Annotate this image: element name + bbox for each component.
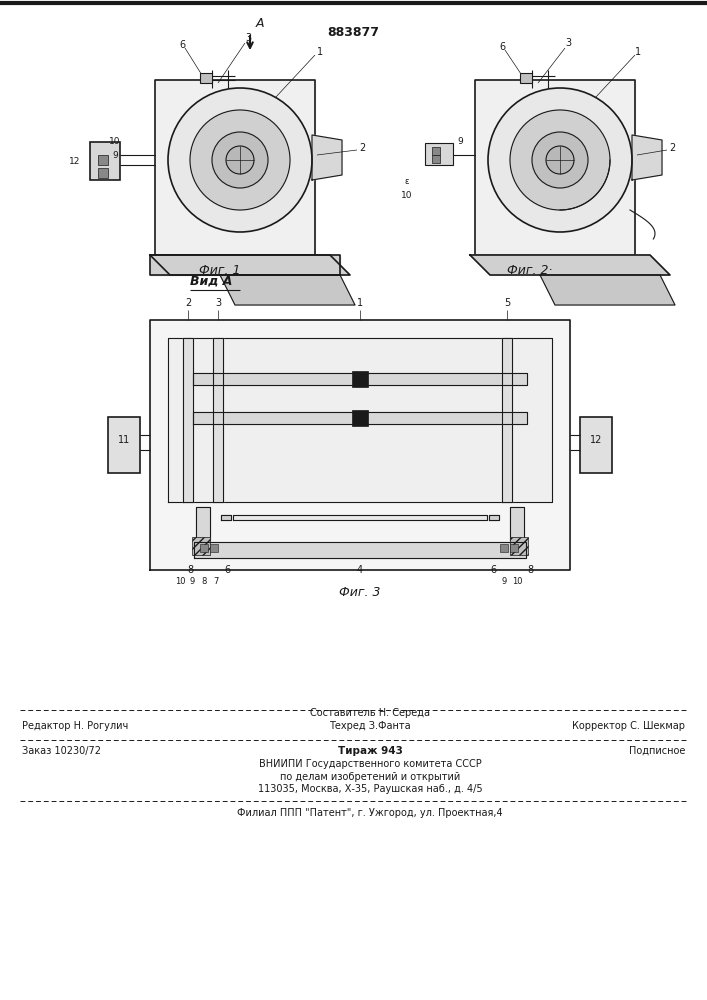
Polygon shape xyxy=(193,412,527,424)
Text: 11: 11 xyxy=(118,435,130,445)
Polygon shape xyxy=(475,80,635,255)
Text: ε: ε xyxy=(404,178,409,186)
Bar xyxy=(210,544,218,552)
Text: 883877: 883877 xyxy=(327,26,379,39)
Text: 1: 1 xyxy=(317,47,323,57)
Text: Заказ 10230/72: Заказ 10230/72 xyxy=(22,746,101,756)
Text: 9: 9 xyxy=(112,150,118,159)
Text: ВНИИПИ Государственного комитета СССР: ВНИИПИ Государственного комитета СССР xyxy=(259,759,481,769)
Polygon shape xyxy=(150,255,340,275)
Circle shape xyxy=(532,132,588,188)
Circle shape xyxy=(168,88,312,232)
Text: Корректор С. Шекмар: Корректор С. Шекмар xyxy=(572,721,685,731)
Text: 6: 6 xyxy=(224,565,230,575)
Polygon shape xyxy=(632,135,662,180)
Text: Филиал ППП "Патент", г. Ужгород, ул. Проектная,4: Филиал ППП "Патент", г. Ужгород, ул. Про… xyxy=(237,808,503,818)
Text: Тираж 943: Тираж 943 xyxy=(337,746,402,756)
Text: 10: 10 xyxy=(402,190,413,200)
Circle shape xyxy=(226,146,254,174)
Polygon shape xyxy=(502,338,512,502)
Polygon shape xyxy=(193,373,527,385)
Bar xyxy=(510,537,528,555)
Text: 1: 1 xyxy=(357,298,363,308)
Polygon shape xyxy=(194,542,526,558)
Polygon shape xyxy=(150,255,350,275)
Text: 3: 3 xyxy=(245,33,251,43)
Text: 113035, Москва, Х-35, Раушская наб., д. 4/5: 113035, Москва, Х-35, Раушская наб., д. … xyxy=(257,784,482,794)
Text: 7: 7 xyxy=(214,578,218,586)
Polygon shape xyxy=(168,338,552,502)
Text: 3: 3 xyxy=(215,298,221,308)
Text: Редактор Н. Рогулич: Редактор Н. Рогулич xyxy=(22,721,128,731)
Text: 12: 12 xyxy=(69,157,81,166)
Polygon shape xyxy=(221,515,231,520)
Polygon shape xyxy=(510,507,524,540)
Circle shape xyxy=(190,110,290,210)
Bar xyxy=(432,155,440,163)
Bar xyxy=(432,147,440,155)
Text: 6: 6 xyxy=(490,565,496,575)
Text: 2: 2 xyxy=(669,143,675,153)
Text: 9: 9 xyxy=(189,578,194,586)
Polygon shape xyxy=(540,275,675,305)
Polygon shape xyxy=(213,338,223,502)
Text: Фиг. 2·: Фиг. 2· xyxy=(507,263,553,276)
Text: 2: 2 xyxy=(185,298,191,308)
Text: 5: 5 xyxy=(504,298,510,308)
Polygon shape xyxy=(489,515,499,520)
Text: 8: 8 xyxy=(201,578,206,586)
Text: 10: 10 xyxy=(512,578,522,586)
Bar xyxy=(200,73,212,83)
Circle shape xyxy=(488,88,632,232)
Bar xyxy=(98,168,108,178)
Polygon shape xyxy=(155,80,315,255)
Bar xyxy=(352,410,368,426)
Bar xyxy=(510,544,518,552)
Polygon shape xyxy=(312,135,342,180)
Polygon shape xyxy=(220,275,355,305)
Text: 8: 8 xyxy=(527,565,533,575)
Text: 8: 8 xyxy=(187,565,193,575)
Circle shape xyxy=(510,110,610,210)
Text: 9: 9 xyxy=(457,137,463,146)
Polygon shape xyxy=(233,515,487,520)
Polygon shape xyxy=(470,255,670,275)
Circle shape xyxy=(212,132,268,188)
Polygon shape xyxy=(196,507,210,540)
Text: 4: 4 xyxy=(357,565,363,575)
Bar xyxy=(352,371,368,387)
Circle shape xyxy=(546,146,574,174)
Text: 9: 9 xyxy=(501,578,507,586)
Text: Подписное: Подписное xyxy=(629,746,685,756)
Bar xyxy=(425,143,453,165)
Text: Составитель Н. Середа: Составитель Н. Середа xyxy=(310,708,430,718)
Polygon shape xyxy=(150,320,570,570)
Polygon shape xyxy=(183,338,193,502)
Text: Вид A: Вид A xyxy=(190,275,233,288)
Text: 10: 10 xyxy=(175,578,185,586)
Bar xyxy=(192,537,210,555)
Bar xyxy=(500,544,508,552)
Text: 12: 12 xyxy=(590,435,602,445)
Text: Фиг. 1: Фиг. 1 xyxy=(199,263,241,276)
Text: Фиг. 3: Фиг. 3 xyxy=(339,585,381,598)
Text: 10: 10 xyxy=(110,137,121,146)
Bar xyxy=(520,73,532,83)
Bar xyxy=(98,155,108,165)
Text: 6: 6 xyxy=(499,42,505,52)
Text: 6: 6 xyxy=(179,40,185,50)
Text: 3: 3 xyxy=(565,38,571,48)
Text: Техред З.Фанта: Техред З.Фанта xyxy=(329,721,411,731)
Bar xyxy=(200,544,208,552)
Bar xyxy=(108,417,140,473)
Bar xyxy=(90,142,120,180)
Text: по делам изобретений и открытий: по делам изобретений и открытий xyxy=(280,772,460,782)
Bar xyxy=(580,417,612,473)
Text: A: A xyxy=(256,17,264,30)
Text: 1: 1 xyxy=(635,47,641,57)
Text: 2: 2 xyxy=(359,143,365,153)
